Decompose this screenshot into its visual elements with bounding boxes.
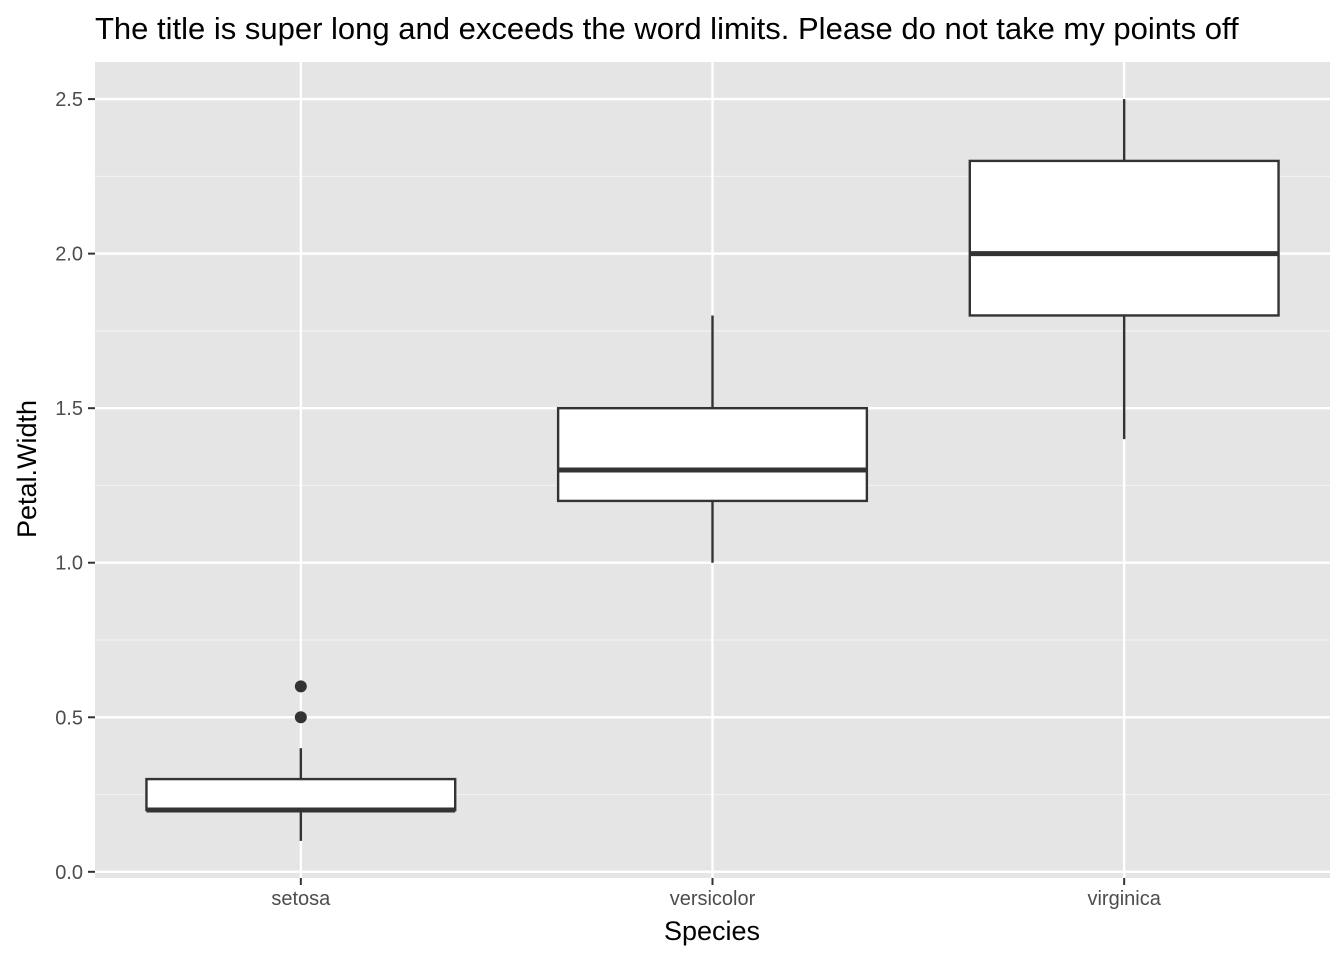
box-plot-series	[145, 99, 1280, 841]
x-tick-label: virginica	[1087, 888, 1161, 910]
y-tick-label: 0.5	[55, 707, 83, 729]
x-tick-label: versicolor	[670, 888, 756, 910]
y-tick-label: 0.0	[55, 862, 83, 884]
outlier-point	[294, 711, 307, 724]
box-iqr	[968, 159, 1280, 317]
y-tick-label: 1.0	[55, 553, 83, 575]
y-axis: 0.0 0.5 1.0 1.5 2.0 2.5	[55, 89, 95, 884]
x-axis: setosa versicolor virginica	[271, 878, 1162, 910]
box-iqr	[556, 406, 869, 503]
y-tick-label: 2.0	[55, 244, 83, 266]
outlier-point	[294, 680, 307, 693]
box-setosa	[145, 680, 457, 841]
box-virginica	[968, 99, 1280, 440]
y-tick-label: 2.5	[55, 89, 83, 111]
x-axis-title: Species	[664, 916, 760, 946]
x-tick-label: setosa	[271, 888, 331, 910]
y-axis-title: Petal.Width	[12, 400, 42, 538]
box-versicolor	[556, 315, 869, 563]
box-iqr	[145, 777, 457, 812]
chart-title: The title is super long and exceeds the …	[95, 11, 1239, 46]
y-tick-label: 1.5	[55, 398, 83, 420]
